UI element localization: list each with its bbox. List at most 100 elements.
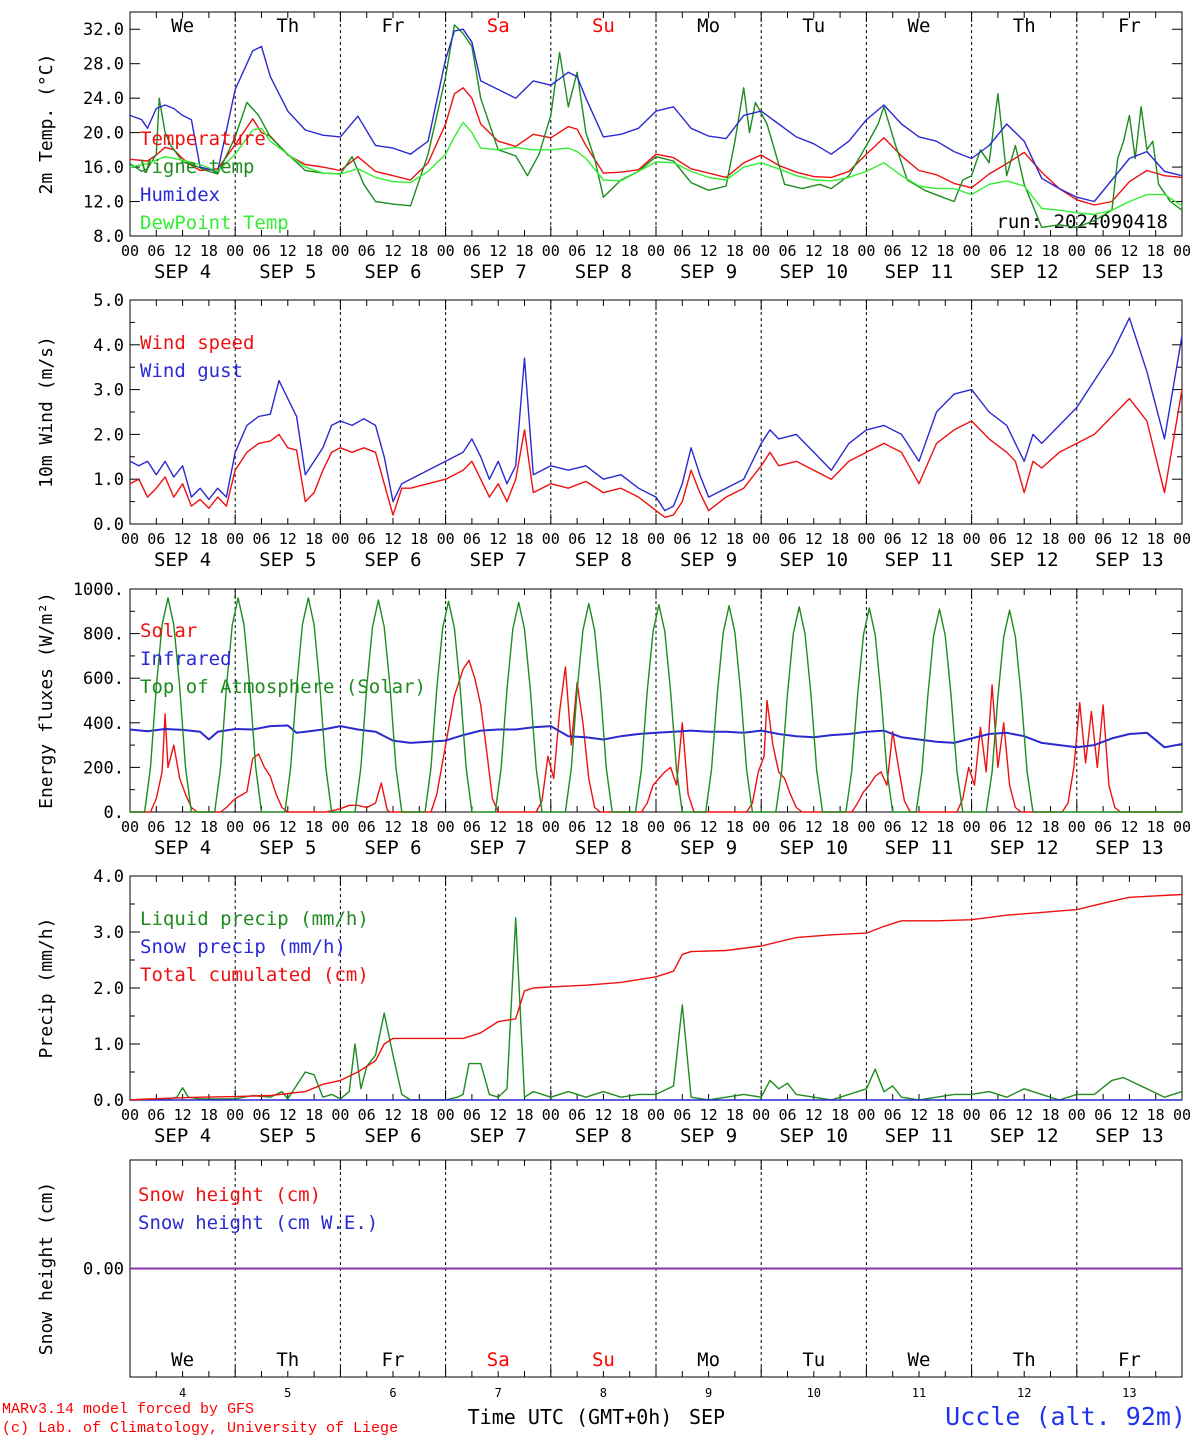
hour-tick-label: 06: [778, 530, 796, 548]
hour-tick-label: 00: [1068, 1106, 1086, 1124]
day-number-label: 9: [705, 1386, 712, 1400]
hour-tick-label: 00: [121, 818, 139, 836]
y-tick-label: 0.: [104, 803, 124, 823]
y-tick-label: 24.0: [83, 89, 124, 109]
hour-tick-label: 12: [805, 818, 823, 836]
y-tick-label: 4.0: [93, 867, 124, 887]
hour-tick-label: 12: [700, 242, 718, 260]
hour-tick-label: 00: [1068, 242, 1086, 260]
date-label: SEP 4: [154, 549, 211, 571]
hour-tick-label: 06: [568, 242, 586, 260]
hour-tick-label: 06: [252, 242, 270, 260]
run-label: run: 2024090418: [996, 211, 1168, 233]
date-label: SEP 9: [680, 837, 737, 859]
hour-tick-label: 00: [752, 242, 770, 260]
weekday-label: Fr: [1118, 15, 1141, 37]
hour-tick-label: 12: [594, 818, 612, 836]
hour-tick-label: 00: [752, 818, 770, 836]
credits: MARv3.14 model forced by GFS (c) Lab. of…: [2, 1400, 398, 1438]
weekday-label: Th: [1013, 1349, 1036, 1371]
weekday-label: Th: [1013, 15, 1036, 37]
series-line: [129, 724, 1183, 749]
hour-tick-label: 12: [384, 818, 402, 836]
hour-tick-label: 06: [568, 818, 586, 836]
date-label: SEP 4: [154, 261, 211, 283]
hour-tick-label: 06: [884, 242, 902, 260]
y-tick-label: 1.0: [93, 470, 124, 490]
legend-entry: Snow height (cm): [138, 1184, 321, 1206]
hour-tick-label: 12: [910, 242, 928, 260]
date-label: SEP 8: [575, 1125, 632, 1147]
hour-tick-label: 18: [831, 530, 849, 548]
weekday-label: Th: [276, 15, 299, 37]
date-label: SEP 11: [885, 261, 954, 283]
weekday-label: Tu: [802, 15, 825, 37]
hour-tick-label: 06: [884, 1106, 902, 1124]
hour-tick-label: 06: [252, 818, 270, 836]
weekday-label: We: [908, 15, 931, 37]
hour-tick-label: 06: [1094, 530, 1112, 548]
y-tick-label: 3.0: [93, 381, 124, 401]
hour-tick-label: 18: [621, 530, 639, 548]
weekday-label: Fr: [382, 1349, 405, 1371]
hour-tick-label: 12: [910, 1106, 928, 1124]
y-tick-label: 32.0: [83, 20, 124, 40]
hour-tick-label: 12: [700, 1106, 718, 1124]
date-label: SEP 8: [575, 261, 632, 283]
y-tick-label: 16.0: [83, 158, 124, 178]
y-axis-label: Snow height (cm): [36, 1182, 57, 1355]
hour-tick-label: 00: [963, 818, 981, 836]
hour-tick-label: 18: [726, 242, 744, 260]
y-tick-label: 800.: [83, 625, 124, 645]
hour-tick-label: 06: [673, 242, 691, 260]
hour-tick-label: 18: [515, 242, 533, 260]
hour-tick-label: 06: [673, 818, 691, 836]
hour-tick-label: 00: [121, 530, 139, 548]
hour-tick-label: 18: [200, 818, 218, 836]
hour-tick-label: 18: [200, 1106, 218, 1124]
day-number-label: 5: [284, 1386, 291, 1400]
legend-entry: Humidex: [140, 184, 220, 206]
date-label: SEP 12: [990, 1125, 1059, 1147]
hour-tick-label: 18: [936, 530, 954, 548]
weekday-label: Mo: [697, 15, 720, 37]
hour-tick-label: 18: [936, 818, 954, 836]
hour-tick-label: 18: [726, 1106, 744, 1124]
hour-tick-label: 12: [1015, 242, 1033, 260]
date-label: SEP 6: [364, 837, 421, 859]
hour-tick-label: 06: [989, 242, 1007, 260]
hour-tick-label: 00: [752, 1106, 770, 1124]
hour-tick-label: 18: [1147, 1106, 1165, 1124]
y-tick-label: 0.0: [93, 1091, 124, 1111]
hour-tick-label: 00: [542, 818, 560, 836]
date-label: SEP 8: [575, 549, 632, 571]
day-number-label: 10: [807, 1386, 821, 1400]
series-line: [129, 389, 1183, 518]
hour-tick-label: 12: [1015, 1106, 1033, 1124]
credit-lab: (c) Lab. of Climatology, University of L…: [2, 1420, 399, 1437]
legend-entry: Snow precip (mm/h): [140, 936, 346, 958]
date-label: SEP 12: [990, 549, 1059, 571]
hour-tick-label: 06: [147, 1106, 165, 1124]
date-label: SEP 6: [364, 261, 421, 283]
y-tick-label: 5.0: [93, 291, 124, 311]
hour-tick-label: 00: [226, 530, 244, 548]
legend-entry: Top of Atmosphere (Solar): [140, 676, 426, 698]
legend-entry: Wind gust: [140, 360, 243, 382]
date-label: SEP 8: [575, 837, 632, 859]
panel-frame: [129, 588, 1183, 813]
x-axis-title: Time UTC (GMT+0h): [468, 1405, 673, 1429]
hour-tick-label: 00: [647, 1106, 665, 1124]
series-line: [130, 597, 1182, 813]
date-label: SEP 7: [470, 1125, 527, 1147]
hour-tick-label: 12: [700, 530, 718, 548]
y-tick-label: 8.0: [93, 227, 124, 247]
hour-tick-label: 00: [963, 1106, 981, 1124]
hour-tick-label: 06: [1094, 1106, 1112, 1124]
hour-tick-label: 12: [1015, 818, 1033, 836]
hour-tick-label: 00: [1173, 530, 1191, 548]
hour-tick-label: 18: [515, 530, 533, 548]
day-number-label: 7: [495, 1386, 502, 1400]
date-label: SEP 12: [990, 837, 1059, 859]
weekday-label: Sa: [487, 1349, 510, 1371]
